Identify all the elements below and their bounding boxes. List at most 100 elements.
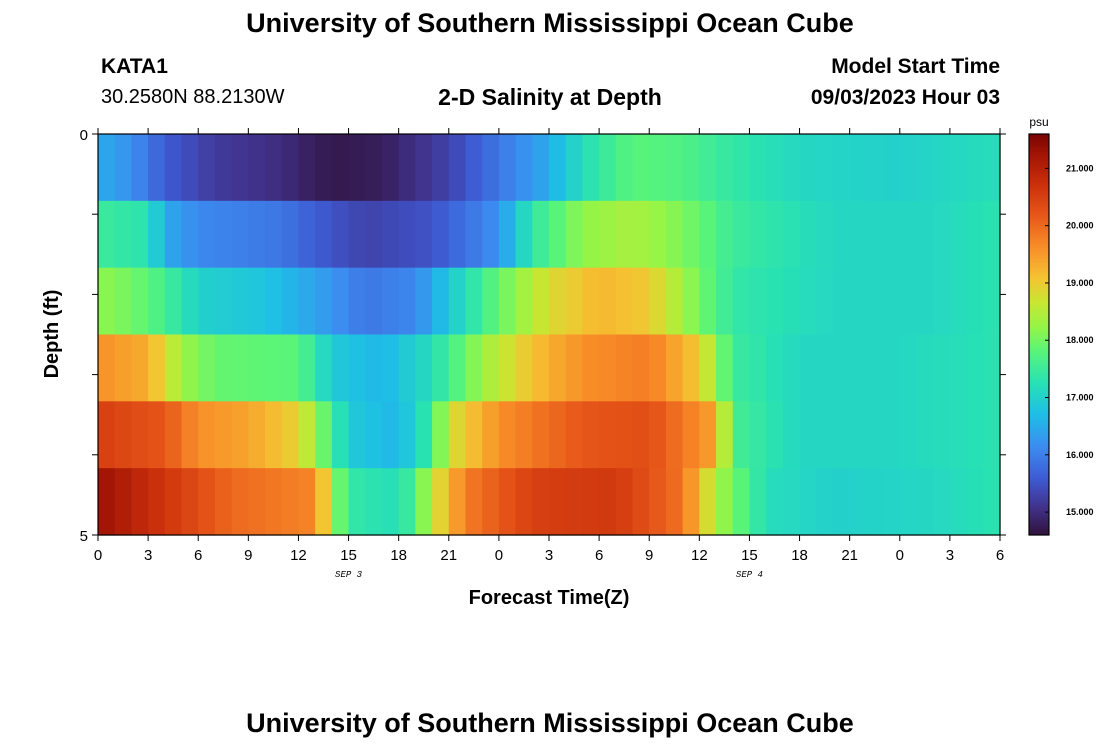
heatmap-cell xyxy=(148,334,166,402)
heatmap-cell xyxy=(381,200,400,269)
heatmap-cell xyxy=(515,401,533,469)
heatmap-cell xyxy=(114,468,132,536)
heatmap-cell xyxy=(849,134,867,202)
heatmap-cell xyxy=(716,267,734,336)
heatmap-cell xyxy=(532,134,550,202)
heatmap-cell xyxy=(899,401,918,469)
heatmap-cell xyxy=(365,267,383,336)
heatmap-cell xyxy=(782,401,801,469)
heatmap-cell xyxy=(98,401,116,469)
heatmap-cell xyxy=(515,468,533,536)
heatmap-cell xyxy=(532,200,550,269)
heatmap-cell xyxy=(515,200,533,269)
x-tick-label: 0 xyxy=(896,547,904,564)
heatmap-cell xyxy=(164,267,183,336)
heatmap-cell xyxy=(966,468,984,536)
heatmap-cell xyxy=(549,401,567,469)
heatmap-cell xyxy=(582,334,600,402)
heatmap-cell xyxy=(966,267,984,336)
heatmap-cell xyxy=(766,468,784,536)
heatmap-cell xyxy=(916,200,934,269)
heatmap-cell xyxy=(716,134,734,202)
heatmap-cell xyxy=(98,267,116,336)
heatmap-cell xyxy=(749,134,767,202)
heatmap-cell xyxy=(148,267,166,336)
heatmap-cell xyxy=(799,468,817,536)
model-start-time: 09/03/2023 Hour 03 xyxy=(810,86,1000,109)
heatmap-cell xyxy=(933,401,951,469)
heatmap-cell xyxy=(816,267,834,336)
heatmap-cell xyxy=(448,468,467,536)
heatmap-cell xyxy=(749,334,767,402)
heatmap-cell xyxy=(899,134,918,202)
heatmap-cell xyxy=(615,401,634,469)
heatmap-cell xyxy=(231,468,249,536)
heatmap-cell xyxy=(482,267,500,336)
heatmap-cell xyxy=(682,267,700,336)
heatmap-cell xyxy=(565,200,583,269)
heatmap-cell xyxy=(281,401,300,469)
heatmap-cell xyxy=(315,267,333,336)
station-coords: 30.2580N 88.2130W xyxy=(101,86,285,108)
heatmap-cell xyxy=(549,200,567,269)
heatmap-cell xyxy=(866,200,884,269)
heatmap-cell xyxy=(131,468,149,536)
heatmap-cell xyxy=(164,334,183,402)
x-tick-label: 15 xyxy=(741,547,758,564)
heatmap-cell xyxy=(766,334,784,402)
heatmap-cell xyxy=(866,468,884,536)
heatmap-cell xyxy=(432,200,450,269)
heatmap-cell xyxy=(649,401,667,469)
heatmap-cell xyxy=(298,468,316,536)
heatmap-cell xyxy=(949,200,968,269)
heatmap-cell xyxy=(198,134,216,202)
colorbar-label: 19.000 xyxy=(1066,278,1094,288)
heatmap-cell xyxy=(265,334,283,402)
heatmap-cell xyxy=(699,401,717,469)
colorbar-label: 17.000 xyxy=(1066,393,1094,403)
heatmap-cell xyxy=(832,134,851,202)
heatmap-cell xyxy=(498,267,517,336)
heatmap-cell xyxy=(699,200,717,269)
x-tick-label: 12 xyxy=(691,547,708,564)
x-tick-label: 12 xyxy=(290,547,307,564)
heatmap-cell xyxy=(465,334,483,402)
heatmap-cell xyxy=(148,200,166,269)
heatmap-cell xyxy=(732,401,751,469)
heatmap-cell xyxy=(164,134,183,202)
heatmap-cell xyxy=(699,468,717,536)
heatmap-cell xyxy=(482,468,500,536)
heatmap-cell xyxy=(415,267,433,336)
heatmap-cell xyxy=(381,267,400,336)
heatmap-cell xyxy=(231,267,249,336)
heatmap-cell xyxy=(432,334,450,402)
heatmap-cell xyxy=(248,468,266,536)
heatmap-cell xyxy=(281,200,300,269)
heatmap-cell xyxy=(916,134,934,202)
x-tick-label: 9 xyxy=(645,547,653,564)
x-date-label: SEP 3 xyxy=(335,570,363,580)
heatmap-cell xyxy=(114,200,132,269)
heatmap-cell xyxy=(415,468,433,536)
heatmap-cell xyxy=(281,334,300,402)
heatmap-cell xyxy=(599,468,617,536)
heatmap-cell xyxy=(983,267,1001,336)
heatmap-cell xyxy=(365,134,383,202)
heatmap-cell xyxy=(916,468,934,536)
x-tick-label: 21 xyxy=(440,547,457,564)
heatmap-cell xyxy=(649,200,667,269)
heatmap-cell xyxy=(231,134,249,202)
x-date-label: SEP 4 xyxy=(736,570,763,580)
colorbar-label: 16.000 xyxy=(1066,450,1094,460)
heatmap-cell xyxy=(866,267,884,336)
heatmap-cell xyxy=(248,200,266,269)
heatmap-cell xyxy=(315,401,333,469)
heatmap-cell xyxy=(649,134,667,202)
heatmap-cell xyxy=(699,267,717,336)
heatmap-cell xyxy=(916,267,934,336)
heatmap-cell xyxy=(699,134,717,202)
heatmap-cell xyxy=(632,401,650,469)
heatmap-cell xyxy=(515,267,533,336)
heatmap-cell xyxy=(883,468,901,536)
